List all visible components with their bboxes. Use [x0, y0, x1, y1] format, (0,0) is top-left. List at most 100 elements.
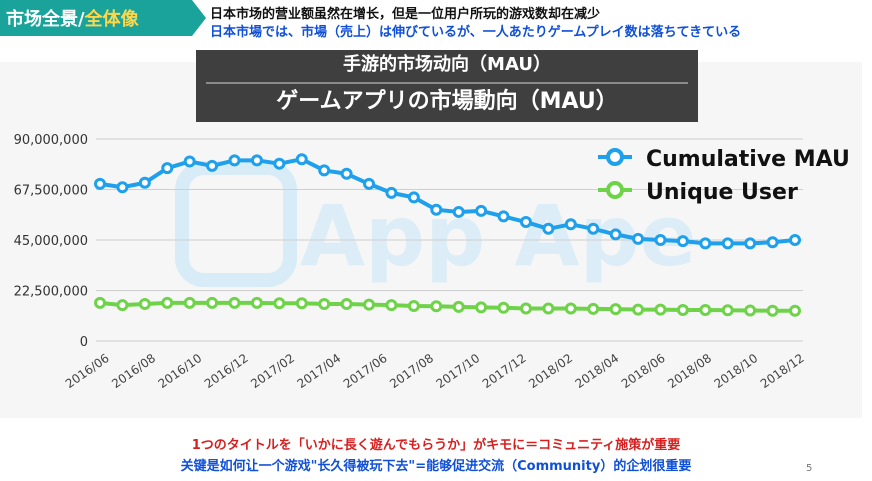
- data-point: [699, 237, 712, 250]
- x-tick-label: 2017/02: [248, 351, 297, 391]
- data-point: [497, 210, 510, 223]
- data-point: [766, 304, 779, 317]
- x-tick-label: 2018/06: [619, 351, 668, 391]
- legend: Cumulative MAU Unique User: [598, 147, 850, 205]
- subtitle-cn: 日本市场的营业额虽然在增长，但是一位用户所玩的游戏数却在减少: [210, 7, 601, 22]
- data-point: [138, 297, 151, 310]
- data-point: [430, 203, 443, 216]
- x-axis-labels: 2016/062016/082016/102016/122017/022017/…: [63, 351, 807, 391]
- data-point: [340, 167, 353, 180]
- x-tick-label: 2016/06: [63, 351, 112, 391]
- data-point: [138, 176, 151, 189]
- data-point: [587, 302, 600, 315]
- data-point: [699, 304, 712, 317]
- data-point: [475, 204, 488, 217]
- series-group: [94, 153, 801, 317]
- data-point: [609, 228, 622, 241]
- data-point: [542, 222, 555, 235]
- x-tick-label: 2018/10: [712, 351, 761, 391]
- data-point: [744, 237, 757, 250]
- data-point: [519, 302, 532, 315]
- data-point: [564, 218, 577, 231]
- data-point: [789, 304, 801, 317]
- data-point: [318, 297, 331, 310]
- data-point: [766, 236, 779, 249]
- data-point: [116, 181, 129, 194]
- data-point: [452, 205, 465, 218]
- x-tick-label: 2017/06: [341, 351, 390, 391]
- data-point: [206, 159, 219, 172]
- data-point: [721, 304, 734, 317]
- section-tag: 市场全景/全体像: [0, 0, 206, 36]
- data-point: [273, 157, 286, 170]
- legend-marker-cumulative: [606, 148, 624, 166]
- y-tick-label: 67,500,000: [14, 184, 88, 199]
- y-tick-label: 45,000,000: [14, 234, 88, 249]
- series-line-unique: [99, 300, 795, 313]
- data-point: [744, 304, 757, 317]
- legend-marker-unique: [606, 181, 624, 199]
- x-tick-label: 2016/10: [156, 351, 205, 391]
- x-tick-label: 2017/08: [387, 351, 436, 391]
- data-point: [363, 298, 376, 311]
- x-tick-label: 2016/08: [109, 351, 158, 391]
- x-tick-label: 2016/12: [202, 351, 251, 391]
- legend-label-unique: Unique User: [646, 180, 798, 205]
- chart-title-cn: 手游的市场动向（MAU）: [343, 54, 551, 75]
- data-point: [116, 299, 129, 312]
- data-point: [676, 235, 689, 248]
- footer-cn: 关键是如何让一个游戏"长久得被玩下去"=能够促进交流（Community）的企划…: [180, 459, 692, 474]
- data-point: [519, 216, 532, 229]
- chart-title-jp: ゲームアプリの市場動向（MAU）: [206, 82, 688, 120]
- data-point: [183, 296, 196, 309]
- x-tick-label: 2018/08: [665, 351, 714, 391]
- data-point: [295, 297, 308, 310]
- data-point: [430, 300, 443, 313]
- data-point: [318, 164, 331, 177]
- data-point: [452, 300, 465, 313]
- data-point: [161, 162, 174, 175]
- data-point: [94, 296, 106, 309]
- y-tick-label: 90,000,000: [14, 133, 88, 148]
- data-point: [385, 299, 398, 312]
- data-point: [161, 296, 174, 309]
- watermark-logo-icon: [175, 161, 297, 287]
- section-tag-highlight: 全体像: [84, 9, 139, 30]
- data-point: [475, 301, 488, 314]
- footer-jp: 1つのタイトルを「いかに長く遊んでもらうか」がキモに＝コミュニティ施策が重要: [191, 438, 681, 453]
- data-point: [407, 299, 420, 312]
- data-point: [385, 186, 398, 199]
- data-point: [609, 303, 622, 316]
- x-tick-label: 2018/02: [526, 351, 575, 391]
- section-tag-prefix: 市场全景/: [6, 9, 85, 30]
- data-point: [250, 154, 263, 167]
- y-axis-labels: 90,000,000 67,500,000 45,000,000 22,500,000…: [14, 133, 88, 350]
- y-tick-label: 22,500,000: [14, 285, 88, 300]
- data-point: [676, 304, 689, 317]
- data-point: [654, 303, 667, 316]
- x-tick-label: 2018/12: [758, 351, 807, 391]
- x-tick-label: 2017/12: [480, 351, 529, 391]
- data-point: [587, 222, 600, 235]
- data-point: [542, 302, 555, 315]
- data-point: [206, 296, 219, 309]
- x-tick-label: 2017/04: [295, 351, 344, 391]
- data-point: [363, 177, 376, 190]
- data-point: [228, 154, 241, 167]
- data-point: [497, 301, 510, 314]
- chart-title-box: 手游的市场动向（MAU） ゲームアプリの市場動向（MAU）: [196, 50, 698, 122]
- data-point: [654, 234, 667, 246]
- data-point: [228, 296, 241, 309]
- x-tick-label: 2018/04: [573, 351, 622, 391]
- data-point: [340, 297, 353, 310]
- data-point: [632, 303, 645, 316]
- data-point: [273, 297, 286, 310]
- data-point: [94, 177, 106, 190]
- subtitle-jp: 日本市場では、市場（売上）は伸びているが、一人あたりゲームプレイ数は落ちてきてい…: [210, 25, 742, 40]
- data-point: [789, 234, 801, 246]
- y-tick-label: 0: [80, 335, 88, 350]
- data-point: [295, 153, 308, 166]
- data-point: [632, 232, 645, 245]
- legend-label-cumulative: Cumulative MAU: [646, 147, 850, 172]
